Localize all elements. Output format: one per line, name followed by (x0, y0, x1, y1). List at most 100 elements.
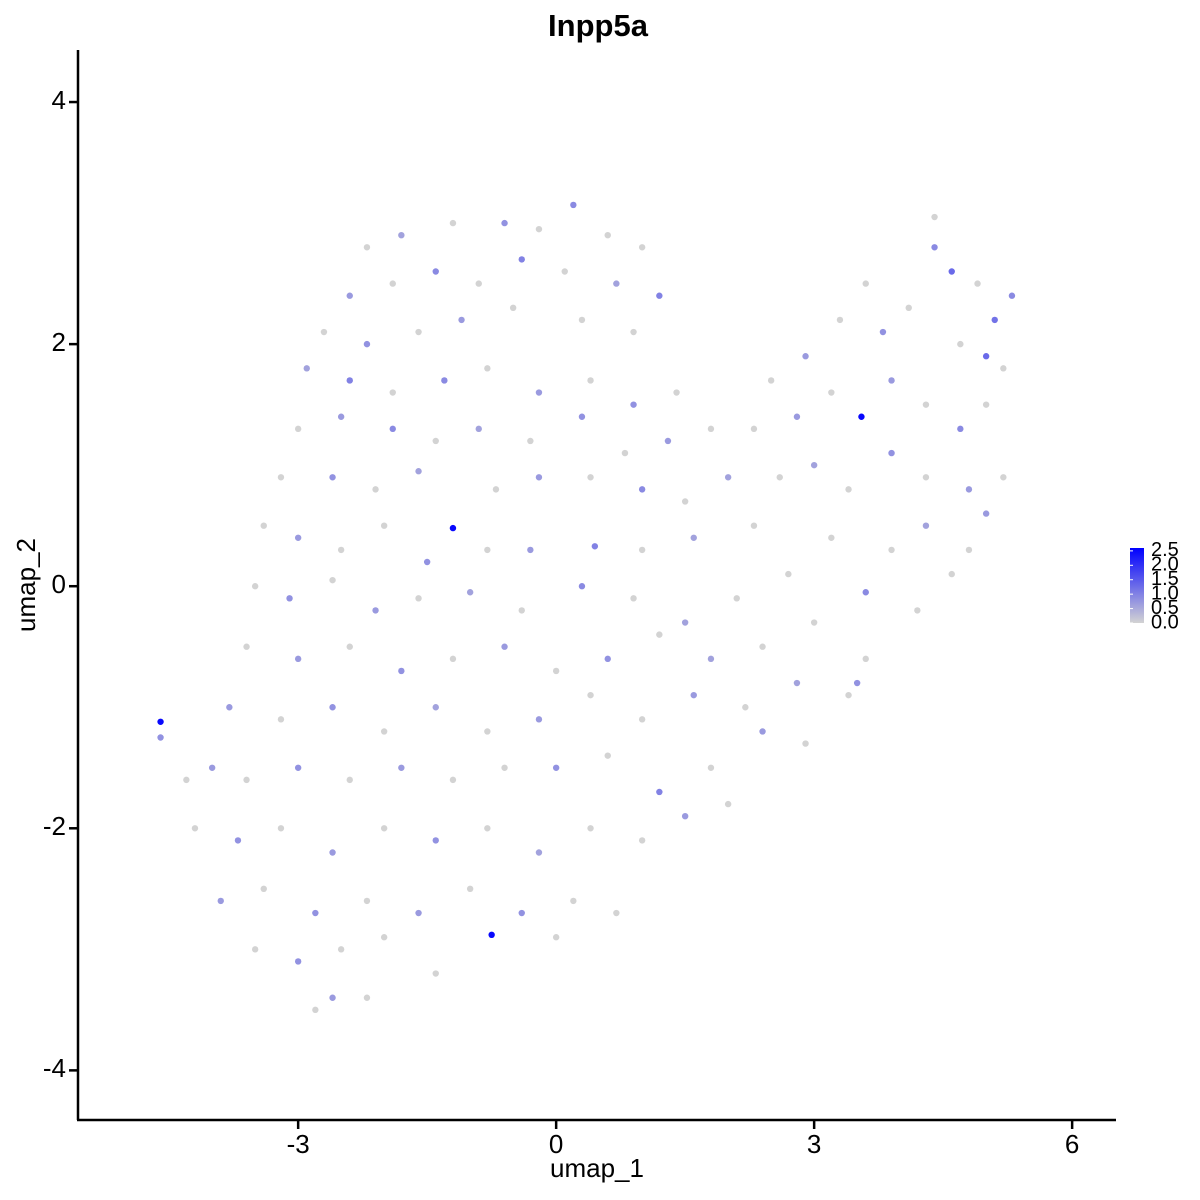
point (441, 377, 448, 384)
point (578, 316, 586, 324)
point (638, 244, 646, 251)
point (974, 280, 981, 287)
point (570, 897, 577, 905)
point (277, 474, 285, 481)
point (372, 486, 379, 493)
point (656, 788, 663, 796)
point (380, 934, 388, 941)
point (518, 909, 525, 917)
point (251, 946, 259, 953)
y-tick-label: 2 (52, 327, 66, 357)
point (561, 268, 568, 275)
point (243, 643, 250, 650)
point (845, 691, 852, 699)
point (380, 522, 388, 529)
point (570, 201, 577, 209)
point (836, 316, 844, 324)
point (449, 524, 457, 532)
point (518, 607, 525, 614)
point (286, 595, 293, 602)
point (251, 583, 259, 590)
y-tick-label: 4 (52, 85, 66, 115)
point (488, 931, 495, 939)
y-tick-label: -4 (43, 1053, 66, 1083)
point (191, 825, 199, 832)
point (957, 425, 964, 433)
point (965, 546, 973, 554)
point (793, 679, 801, 687)
point (845, 486, 852, 493)
point (398, 231, 405, 239)
point (673, 389, 680, 396)
point (613, 280, 620, 287)
point (398, 764, 405, 771)
point (690, 691, 697, 699)
point (810, 619, 818, 626)
point (810, 461, 818, 469)
point (638, 486, 646, 493)
point (724, 800, 732, 808)
point (260, 522, 267, 529)
point (492, 486, 500, 493)
point (527, 546, 534, 554)
point (888, 546, 895, 554)
point (183, 776, 190, 784)
point (862, 589, 869, 596)
point (217, 897, 224, 905)
point (337, 946, 345, 953)
point (707, 655, 715, 663)
point (157, 718, 164, 725)
point (802, 353, 809, 360)
point (828, 389, 835, 396)
point (707, 764, 715, 771)
x-tick-label: -3 (287, 1129, 310, 1159)
point (888, 377, 895, 384)
point (681, 498, 689, 505)
x-tick-label: 6 (1065, 1129, 1079, 1159)
point (638, 716, 646, 723)
point (484, 546, 491, 554)
point (776, 474, 783, 481)
point (948, 268, 955, 275)
point (294, 655, 302, 663)
point (750, 522, 758, 529)
point (501, 643, 508, 650)
colorbar-tick-label: 1.5 (1151, 568, 1179, 590)
point (260, 885, 267, 893)
point (320, 328, 328, 336)
point (294, 764, 302, 771)
point (759, 643, 766, 650)
point (1008, 292, 1016, 299)
point (329, 849, 336, 856)
point (638, 837, 646, 844)
point (389, 425, 396, 433)
point (853, 679, 861, 687)
point (329, 576, 336, 584)
point (767, 377, 775, 384)
point (535, 389, 543, 396)
point (527, 437, 534, 445)
point (415, 909, 422, 917)
point (587, 474, 594, 481)
point (862, 280, 869, 287)
point (432, 268, 439, 275)
point (484, 365, 491, 372)
point (604, 231, 611, 239)
point (312, 909, 319, 917)
point (587, 691, 594, 699)
point (948, 570, 955, 578)
point (858, 413, 865, 420)
point (294, 958, 302, 965)
point (991, 316, 998, 324)
point (363, 340, 371, 348)
point (346, 776, 353, 784)
point (922, 401, 930, 408)
point (363, 897, 371, 905)
point (449, 219, 457, 227)
point (982, 510, 990, 517)
point (552, 667, 560, 675)
point (982, 353, 990, 360)
point (329, 704, 336, 711)
colorbar-tick-label: 2.0 (1151, 554, 1179, 576)
